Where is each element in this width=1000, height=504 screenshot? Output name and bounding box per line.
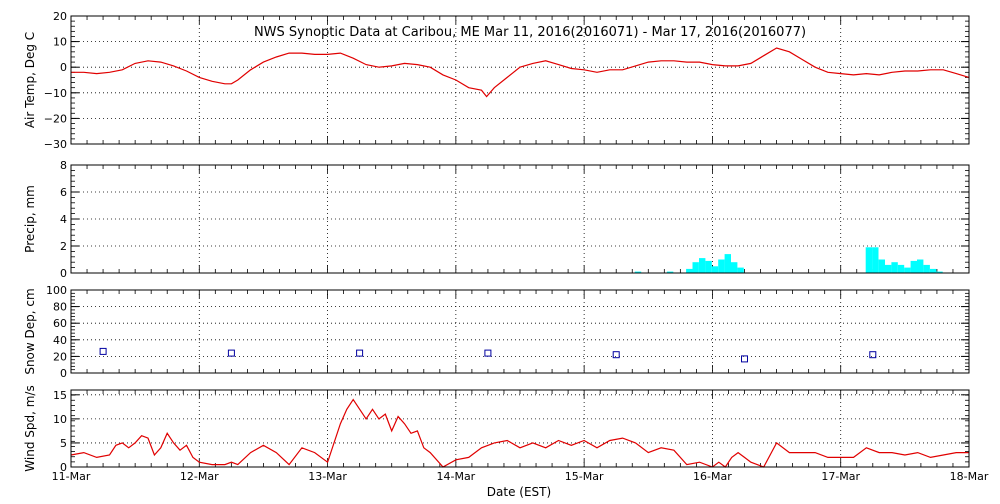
precip-bar — [865, 247, 873, 273]
precip-bar — [910, 260, 917, 273]
precip-bar — [897, 264, 905, 273]
snow-depth-point — [869, 351, 877, 359]
precip-bar — [737, 267, 744, 273]
y-tick-label: 80 — [53, 301, 67, 314]
snow-depth-point — [99, 347, 107, 355]
panel-frame — [70, 164, 970, 274]
y-tick-label: 5 — [60, 437, 67, 450]
y-axis-label: Snow Dep, cm — [23, 288, 37, 374]
y-tick-label: 2 — [60, 240, 67, 253]
y-tick-label: 10 — [53, 36, 67, 49]
y-tick-label: 20 — [53, 10, 67, 23]
y-tick-label: 0 — [60, 461, 67, 474]
y-axis-label: Wind Spd, m/s — [23, 385, 37, 471]
y-tick-label: 15 — [53, 389, 67, 402]
precip-bar — [724, 254, 731, 273]
x-tick-label: 17-Mar — [821, 470, 860, 483]
y-axis-label: Precip, mm — [23, 185, 37, 253]
y-axis-label: Air Temp, Deg C — [23, 32, 37, 128]
y-tick-label: 20 — [53, 350, 67, 363]
precip-bar — [872, 247, 879, 273]
precip-bar — [891, 262, 898, 273]
y-tick-label: 4 — [60, 213, 67, 226]
panel-frame — [70, 389, 970, 468]
y-tick-label: 0 — [60, 267, 67, 280]
snow-depth-point — [612, 351, 620, 359]
series-line — [71, 47, 970, 98]
snow-depth-point — [356, 349, 364, 357]
y-tick-label: 8 — [60, 159, 67, 172]
precip-bar — [699, 258, 706, 273]
precip-bar — [936, 271, 943, 273]
snow-depth-point — [227, 349, 235, 357]
precip-bar — [885, 264, 892, 273]
y-tick-label: −20 — [44, 112, 67, 125]
series-line — [70, 398, 969, 468]
y-tick-label: −30 — [44, 138, 67, 151]
x-tick-label: 11-Mar — [52, 470, 91, 483]
y-tick-label: 10 — [53, 413, 67, 426]
snow-depth-point — [484, 349, 492, 357]
precip-bar — [705, 260, 712, 273]
precip-bar — [878, 259, 885, 273]
x-tick-label: 13-Mar — [308, 470, 347, 483]
precip-bar — [666, 271, 674, 273]
y-tick-label: 0 — [60, 367, 67, 380]
precip-bar — [692, 262, 699, 273]
y-tick-label: 60 — [53, 317, 67, 330]
precip-bar — [923, 264, 930, 273]
y-tick-label: 6 — [60, 186, 67, 199]
chart-title: NWS Synoptic Data at Caribou, ME Mar 11,… — [254, 25, 806, 40]
x-axis-label: Date (EST) — [487, 485, 551, 499]
panel-frame — [70, 15, 970, 145]
precip-bar — [711, 266, 719, 274]
x-tick-label: 16-Mar — [693, 470, 732, 483]
precip-bar — [929, 268, 937, 273]
y-tick-label: 40 — [53, 334, 67, 347]
x-tick-label: 14-Mar — [436, 470, 475, 483]
y-tick-label: 100 — [46, 284, 67, 297]
precip-bar — [634, 271, 642, 273]
x-tick-label: 15-Mar — [565, 470, 604, 483]
precip-bar — [917, 259, 924, 273]
snow-depth-point — [741, 355, 748, 363]
y-tick-label: −10 — [44, 87, 67, 100]
precip-bar — [904, 267, 911, 273]
precip-bar — [718, 259, 725, 273]
x-tick-label: 18-Mar — [950, 470, 989, 483]
precip-bar — [731, 262, 738, 273]
precip-bar — [686, 268, 693, 273]
y-tick-label: 0 — [60, 61, 67, 74]
x-tick-label: 12-Mar — [180, 470, 219, 483]
panel-frame — [70, 289, 970, 374]
